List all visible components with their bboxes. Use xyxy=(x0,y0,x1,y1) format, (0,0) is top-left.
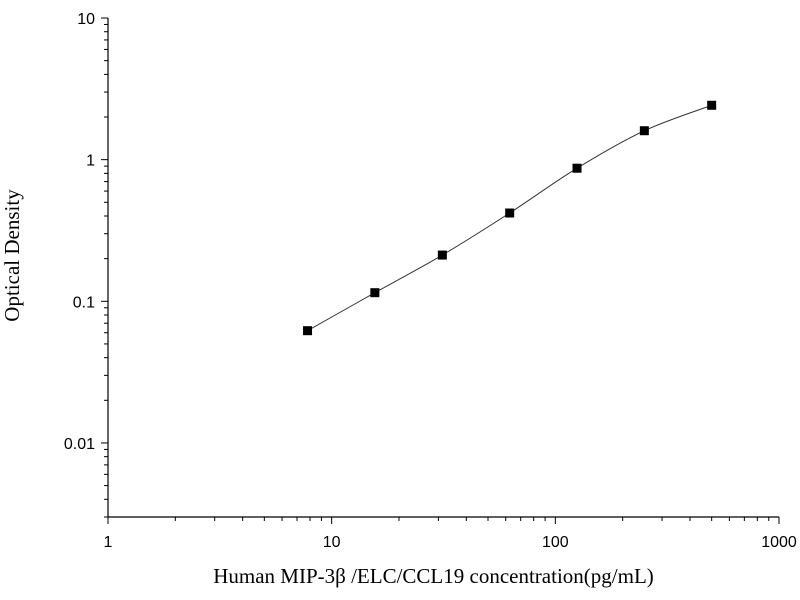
data-point xyxy=(437,250,447,260)
x-tick-label: 100 xyxy=(542,534,569,551)
x-tick-label: 10 xyxy=(323,534,341,551)
data-points xyxy=(303,100,717,336)
x-tick-labels: 1 10 100 1000 xyxy=(104,534,797,551)
data-point xyxy=(707,100,717,110)
x-axis-title: Human MIP-3β /ELC/CCL19 concentration(pg… xyxy=(213,564,654,588)
axis-ticks xyxy=(101,17,780,524)
data-point xyxy=(505,208,515,218)
y-tick-label: 0.01 xyxy=(64,436,95,453)
y-tick-label: 10 xyxy=(77,11,95,28)
data-point xyxy=(370,288,380,298)
data-point xyxy=(303,326,313,336)
axis-lines xyxy=(107,18,779,518)
x-tick-label: 1 xyxy=(104,534,113,551)
y-axis-title: Optical Density xyxy=(0,189,24,322)
fit-curve xyxy=(307,104,712,332)
data-point xyxy=(572,163,582,173)
data-point xyxy=(639,126,649,136)
y-tick-label: 1 xyxy=(86,153,95,170)
y-tick-labels: 0.01 0.1 1 10 xyxy=(64,11,95,453)
y-tick-label: 0.1 xyxy=(73,294,95,311)
x-tick-label: 1000 xyxy=(761,534,797,551)
